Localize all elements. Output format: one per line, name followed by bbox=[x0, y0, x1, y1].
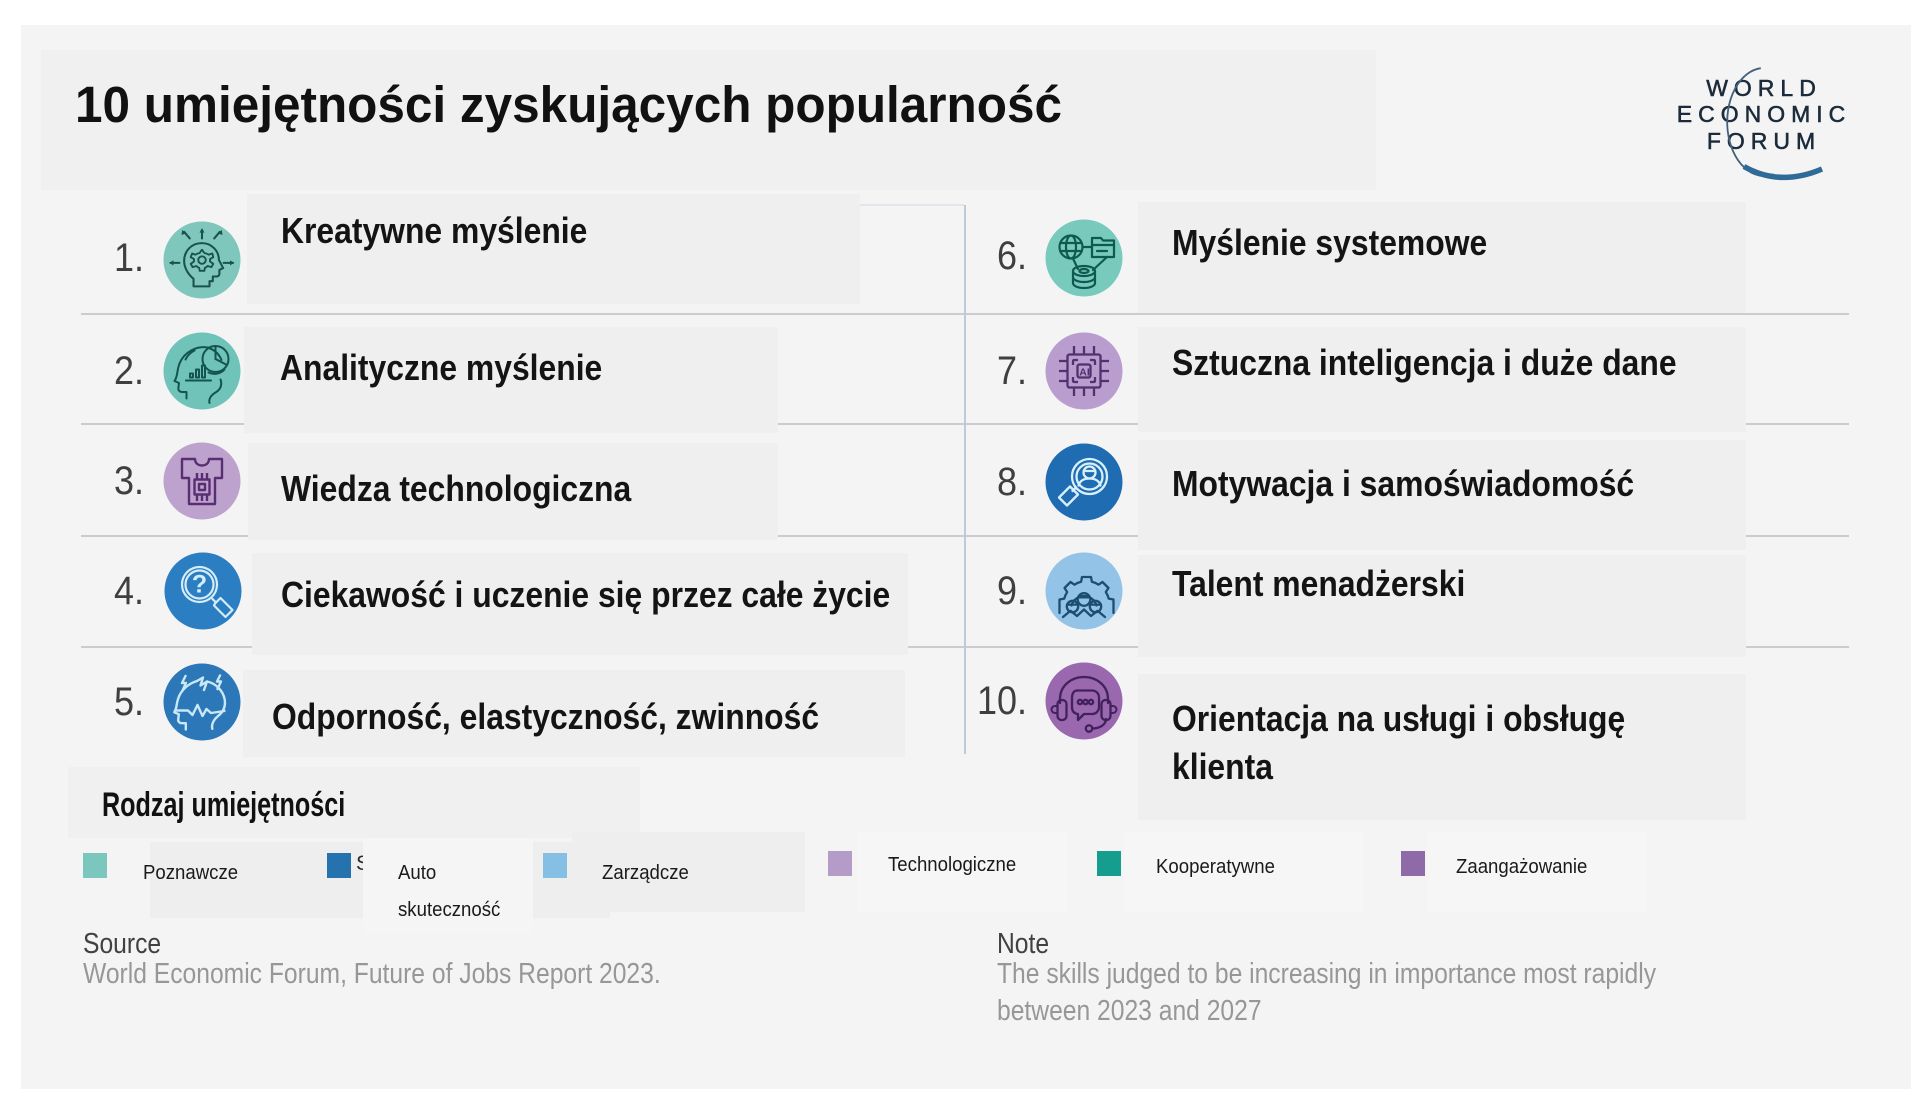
svg-text:ECONOMIC: ECONOMIC bbox=[1677, 101, 1852, 127]
svg-text:WORLD: WORLD bbox=[1706, 75, 1822, 101]
svg-text:?: ? bbox=[192, 571, 207, 599]
svg-text:AI: AI bbox=[1079, 367, 1090, 379]
svg-text:FORUM: FORUM bbox=[1707, 128, 1821, 154]
